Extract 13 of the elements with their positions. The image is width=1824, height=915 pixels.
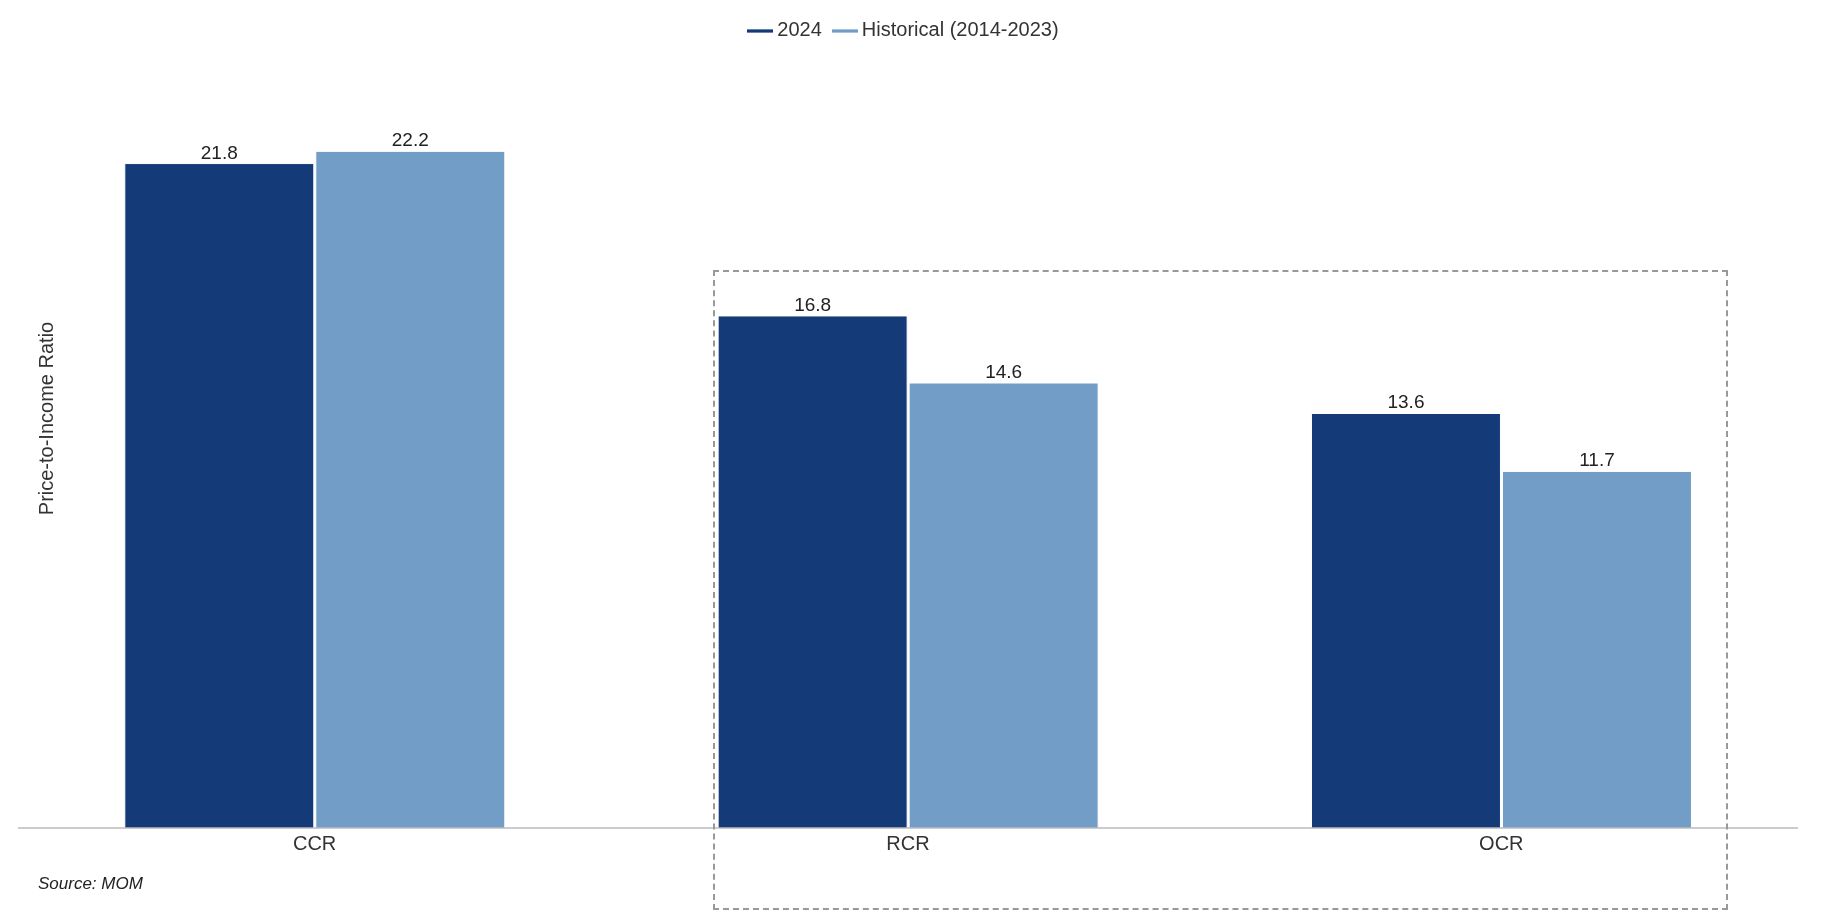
data-label: 11.7 [1579,449,1615,471]
x-tick-label: RCR [886,832,930,855]
data-label: 22.2 [391,129,429,151]
data-label: 16.8 [794,293,832,315]
y-axis-title: Price-to-Income Ratio [34,321,58,515]
legend-label: Historical (2014-2023) [861,18,1059,41]
legend-label: 2024 [777,18,822,41]
data-label: 21.8 [200,141,238,163]
data-label: 13.6 [1387,391,1425,413]
source-note: Source: MOM [38,874,143,894]
x-tick-label: OCR [1479,832,1524,855]
data-label: 14.6 [985,361,1023,383]
x-tick-label: CCR [292,832,337,855]
